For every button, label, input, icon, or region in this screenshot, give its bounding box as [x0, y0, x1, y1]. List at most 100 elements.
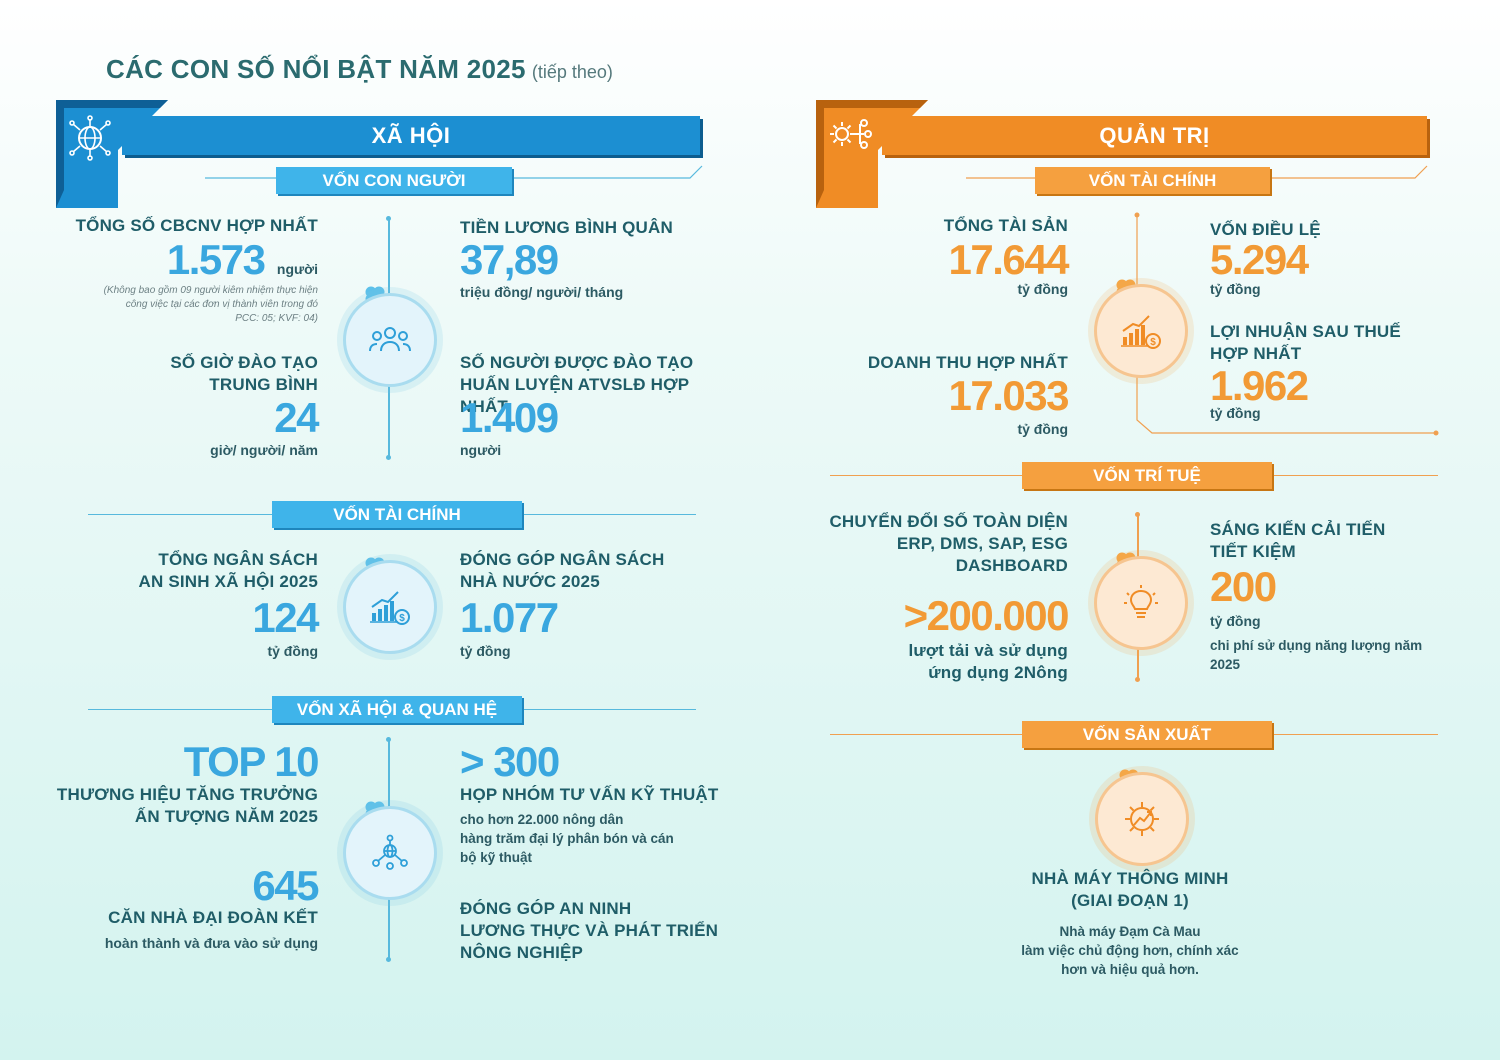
dot [1433, 430, 1439, 436]
an-ninh-2: LƯƠNG THỰC VÀ PHÁT TRIỂN [460, 921, 719, 940]
nha-unit: hoàn thành và đưa vào sử dụng [104, 935, 318, 951]
dot [386, 216, 391, 221]
an-sinh-label-2: AN SINH XÃ HỘI 2025 [138, 572, 318, 591]
an-sinh-value: 124 [252, 594, 319, 641]
hop-desc-2: hàng trăm đại lý phân bón và cán [460, 831, 674, 846]
page-title-sub: (tiếp theo) [531, 62, 613, 82]
cds-unit-1: lượt tải và sử dụng [908, 641, 1068, 660]
left-banner-title: XÃ HỘI [371, 122, 451, 148]
dot [1135, 512, 1140, 517]
pill-label: VỐN TRÍ TUỆ [1093, 465, 1201, 485]
ngan-sach-label: ĐÓNG GÓP NGÂN SÁCH NHÀ NƯỚC 2025 [460, 549, 720, 593]
sang-kien-unit: tỷ đồng [1210, 613, 1261, 629]
tai-san-label: TỔNG TÀI SẢN [943, 216, 1068, 235]
doanh-thu-label: DOANH THU HỢP NHẤT [867, 353, 1068, 372]
an-sinh-label-1: TỔNG NGÂN SÁCH [158, 550, 318, 569]
top-value: TOP 10 [183, 738, 320, 785]
right-banner-title: QUẢN TRỊ [1099, 122, 1210, 148]
nha-may-desc-3: hơn và hiệu quả hơn. [1061, 962, 1199, 977]
loi-nhuan-unit: tỷ đồng [1210, 405, 1261, 421]
people-circle [343, 293, 437, 387]
doanh-thu-unit: tỷ đồng [1017, 421, 1068, 437]
dot [386, 957, 391, 962]
tai-san-value: 17.644 [948, 236, 1070, 283]
dot [1134, 212, 1140, 218]
left-vcn-line-r [512, 165, 703, 179]
nha-may-desc: Nhà máy Đạm Cà Mau làm việc chủ động hơn… [980, 922, 1280, 979]
luong-label: TIỀN LƯƠNG BÌNH QUÂN [460, 218, 673, 237]
loi-nhuan-label: LỢI NHUẬN SAU THUẾ HỢP NHẤT [1210, 321, 1430, 365]
hop-label: HỌP NHÓM TƯ VẤN KỸ THUẬT [460, 785, 719, 804]
luong-value: 37,89 [460, 236, 559, 283]
sang-kien-desc-1: chi phí sử dụng năng lượng năm [1210, 638, 1423, 653]
ngan-sach-unit: tỷ đồng [460, 643, 511, 659]
pill-label: VỐN XÃ HỘI & QUAN HỆ [296, 699, 498, 719]
sang-kien-desc-2: 2025 [1210, 657, 1241, 672]
atvsld-value: 1.409 [460, 394, 559, 441]
right-banner: QUẢN TRỊ [882, 116, 1427, 155]
cds-value: >200.000 [903, 592, 1070, 639]
cds-label-2: ERP, DMS, SAP, ESG [896, 534, 1068, 553]
cds-label-1: CHUYỂN ĐỔI SỐ TOÀN DIỆN [829, 512, 1068, 531]
dieu-le-label: VỐN ĐIỀU LỆ [1210, 220, 1321, 239]
cds-label: CHUYỂN ĐỔI SỐ TOÀN DIỆN ERP, DMS, SAP, E… [820, 511, 1068, 577]
dot [1135, 677, 1140, 682]
svg-text:$: $ [1150, 337, 1156, 348]
left-pill-von-tai-chinh: VỐN TÀI CHÍNH [272, 501, 522, 528]
social-circle [343, 806, 437, 900]
atvsld-label-1: SỐ NGƯỜI ĐƯỢC ĐÀO TẠO [460, 353, 694, 372]
dot [386, 737, 391, 742]
loi-nhuan-label-1: LỢI NHUẬN SAU THUẾ [1210, 322, 1401, 341]
top-label-2: ẤN TƯỢNG NĂM 2025 [134, 807, 318, 826]
right-pill-von-tri-tue: VỐN TRÍ TUỆ [1022, 462, 1272, 489]
gear-growth-icon [1125, 802, 1159, 836]
tong-so-note: (Không bao gồm 09 người kiêm nhiệm thực … [103, 285, 318, 324]
chart-money-icon: $ [1121, 315, 1161, 349]
finance-circle: $ [343, 560, 437, 654]
left-banner: XÃ HỘI [122, 116, 700, 155]
sang-kien-label: SÁNG KIẾN CẢI TIẾN TIẾT KIỆM [1210, 519, 1430, 563]
an-ninh-label: ĐÓNG GÓP AN NINH LƯƠNG THỰC VÀ PHÁT TRIỂ… [460, 898, 740, 964]
nha-may-label-2: (GIAI ĐOẠN 1) [1071, 891, 1189, 910]
nha-value: 645 [252, 862, 319, 909]
gio-dao-tao-label-2: TRUNG BÌNH [209, 375, 318, 394]
right-pill-von-san-xuat: VỐN SẢN XUẤT [1022, 721, 1272, 748]
sang-kien-label-2: TIẾT KIỆM [1210, 542, 1296, 561]
page-title: CÁC CON SỐ NỔI BẬT NĂM 2025 (tiếp theo) [106, 54, 613, 84]
gio-dao-tao-value: 24 [274, 394, 319, 441]
pill-label: VỐN SẢN XUẤT [1082, 724, 1212, 744]
gio-dao-tao-label-1: SỐ GIỜ ĐÀO TẠO [170, 353, 318, 372]
an-ninh-3: NÔNG NGHIỆP [460, 943, 584, 962]
cds-label-3: DASHBOARD [955, 556, 1068, 575]
idea-circle [1094, 556, 1188, 650]
chart-money-icon: $ [370, 591, 410, 625]
social-network-icon [372, 834, 408, 870]
cds-unit: lượt tải và sử dụng ứng dụng 2Nông [860, 640, 1068, 684]
an-sinh-label: TỔNG NGÂN SÁCH AN SINH XÃ HỘI 2025 [60, 549, 318, 593]
luong-unit: triệu đồng/ người/ tháng [460, 284, 624, 300]
tong-so-value: 1.573 [166, 236, 266, 283]
sang-kien-desc: chi phí sử dụng năng lượng năm 2025 [1210, 636, 1460, 674]
pill-label: VỐN TÀI CHÍNH [333, 504, 461, 524]
svg-text:$: $ [399, 613, 405, 624]
sang-kien-label-1: SÁNG KIẾN CẢI TIẾN [1210, 520, 1386, 539]
nha-may-label: NHÀ MÁY THÔNG MINH (GIAI ĐOẠN 1) [980, 868, 1280, 912]
pill-label: VỐN TÀI CHÍNH [1088, 170, 1217, 190]
an-ninh-1: ĐÓNG GÓP AN NINH [460, 899, 632, 918]
left-pill-von-xa-hoi: VỐN XÃ HỘI & QUAN HỆ [272, 696, 522, 723]
right-vtc-line-r [1270, 165, 1428, 179]
factory-circle [1095, 772, 1189, 866]
left-pill-von-con-nguoi: VỐN CON NGƯỜI [276, 167, 512, 194]
top-label-1: THƯƠNG HIỆU TĂNG TRƯỞNG [56, 785, 318, 804]
tong-so-unit: người [276, 261, 318, 277]
an-sinh-unit: tỷ đồng [267, 643, 318, 659]
tong-so-row: 1.573 người [60, 238, 318, 282]
loi-nhuan-value: 1.962 [1210, 362, 1309, 409]
dieu-le-unit: tỷ đồng [1210, 281, 1261, 297]
tai-san-unit: tỷ đồng [1017, 281, 1068, 297]
hop-desc-1: cho hơn 22.000 nông dân [460, 812, 624, 827]
dot [386, 455, 391, 460]
gio-dao-tao-unit: giờ/ người/ năm [210, 442, 318, 458]
ngan-sach-label-2: NHÀ NƯỚC 2025 [460, 572, 600, 591]
hop-value: > 300 [460, 738, 560, 785]
